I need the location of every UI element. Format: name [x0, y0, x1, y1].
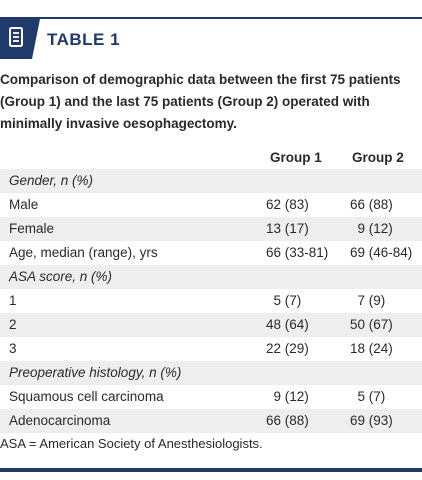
table-header: TABLE 1: [0, 19, 422, 59]
table-row: Squamous cell carcinoma 9 (12) 5 (7): [0, 385, 422, 409]
table-row: Adenocarcinoma 66 (88) 69 (93): [0, 409, 422, 433]
group1-value: 22 (29): [266, 341, 309, 356]
row-label: Male: [9, 197, 39, 212]
group1-value: 62 (83): [266, 197, 309, 212]
column-header-group2: Group 2: [352, 150, 404, 165]
group1-value: 9 (12): [266, 389, 309, 404]
group2-value: 5 (7): [350, 389, 386, 404]
row-label: 1: [9, 293, 17, 308]
column-header-group1: Group 1: [270, 150, 322, 165]
group2-value: 50 (67): [350, 317, 393, 332]
group1-value: 66 (88): [266, 413, 309, 428]
table-row: 3 22 (29) 18 (24): [0, 337, 422, 361]
table-footnote: ASA = American Society of Anesthesiologi…: [0, 436, 263, 451]
group1-value: 5 (7): [266, 293, 302, 308]
table-section-row: ASA score, n (%): [0, 265, 422, 289]
group1-value: 48 (64): [266, 317, 309, 332]
group2-value: 69 (93): [350, 413, 393, 428]
section-label: Preoperative histology, n (%): [9, 365, 182, 380]
group2-value: 9 (12): [350, 221, 393, 236]
group2-value: 66 (88): [350, 197, 393, 212]
bottom-rule: [0, 468, 422, 472]
row-label: Female: [9, 221, 55, 236]
row-label: Age, median (range), yrs: [9, 245, 158, 260]
section-label: ASA score, n (%): [9, 269, 113, 284]
group1-value: 13 (17): [266, 221, 309, 236]
table-row: Male 62 (83) 66 (88): [0, 193, 422, 217]
row-label: Squamous cell carcinoma: [9, 389, 164, 404]
group2-value: 7 (9): [350, 293, 386, 308]
table-caption: Comparison of demographic data between t…: [0, 72, 401, 131]
group2-value: 18 (24): [350, 341, 393, 356]
row-label: Adenocarcinoma: [9, 413, 111, 428]
table-row: Age, median (range), yrs 66 (33-81) 69 (46…: [0, 241, 422, 265]
table-section-row: Gender, n (%): [0, 169, 422, 193]
row-label: 2: [9, 317, 17, 332]
table-row: 2 48 (64) 50 (67): [0, 313, 422, 337]
group1-value: 66 (33-81): [266, 245, 329, 260]
row-label: 3: [9, 341, 17, 356]
group2-value: 69 (46-84): [350, 245, 413, 260]
table-section-row: Preoperative histology, n (%): [0, 361, 422, 385]
table-title: TABLE 1: [47, 30, 121, 49]
section-label: Gender, n (%): [9, 173, 94, 188]
table-row: Female 13 (17) 9 (12): [0, 217, 422, 241]
table-row: 1 5 (7) 7 (9): [0, 289, 422, 313]
top-rule: [0, 17, 422, 19]
document-list-icon: [0, 19, 40, 59]
